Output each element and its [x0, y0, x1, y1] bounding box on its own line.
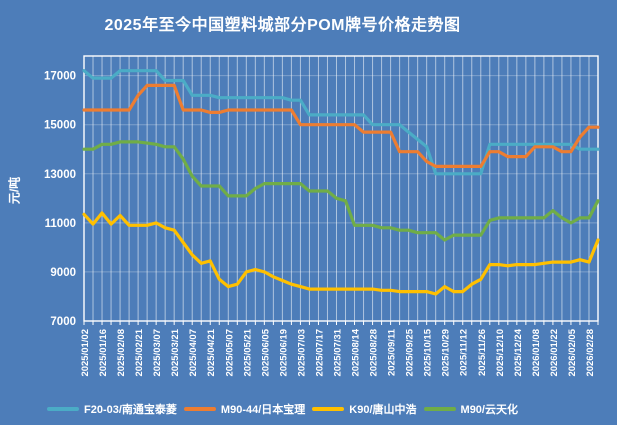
x-tick-label: 2025/08/14: [351, 328, 362, 376]
x-tick-label: 2025/07/31: [332, 328, 343, 376]
x-tick-label: 2025/09/25: [405, 328, 416, 376]
legend-swatch-teal-line: [47, 407, 79, 411]
x-tick-label: 2025/01/16: [98, 329, 109, 377]
legend-item-k90: K90/唐山中浩: [312, 401, 417, 417]
x-tick-label: 2025/03/21: [170, 328, 181, 376]
legend-label: F20-03/南通宝泰菱: [84, 404, 177, 416]
legend-item-m90: M90/云天化: [423, 401, 518, 417]
x-tick-label: 2025/11/12: [459, 329, 470, 376]
series-line-2: [82, 211, 600, 296]
x-tick-label: 2025/07/17: [314, 329, 325, 377]
x-tick-label: 2026/01/22: [549, 329, 560, 377]
x-tick-label: 2026/02/28: [585, 329, 596, 377]
x-tick-label: 2025/02/08: [116, 329, 127, 377]
legend-item-f20-03: F20-03/南通宝泰菱: [47, 401, 177, 417]
chart-title: 2025年至今中国塑料城部分POM牌号价格走势图: [104, 17, 461, 34]
y-tick-label: 11000: [45, 218, 76, 230]
legend-swatch-orange-line: [183, 407, 216, 411]
x-tick-label: 2025/11/26: [477, 329, 488, 376]
x-tick-label: 2025/05/21: [242, 328, 253, 376]
x-tick-label: 2025/04/21: [206, 328, 217, 376]
x-tick-label: 2025/10/29: [441, 329, 452, 377]
x-tick-label: 2025/12/24: [513, 328, 524, 376]
x-tick-label: 2025/01/02: [80, 329, 91, 377]
x-tick-label: 2025/10/15: [423, 328, 434, 376]
x-tick-label: 2025/12/10: [495, 329, 506, 377]
legend: F20-03/南通宝泰菱 M90-44/日本宝理 K90/唐山中浩 M90/云天…: [0, 401, 565, 417]
legend-item-m90-44: M90-44/日本宝理: [183, 401, 306, 417]
x-tick-label: 2025/09/11: [387, 328, 398, 376]
y-tick-label: 15000: [44, 120, 76, 132]
y-tick-label: 7000: [50, 316, 76, 328]
series-line-3: [82, 140, 600, 242]
legend-swatch-gold-line: [312, 407, 345, 411]
legend-label: M90/云天化: [460, 404, 518, 416]
y-axis-title: 元/吨: [7, 176, 22, 205]
legend-label: K90/唐山中浩: [349, 404, 417, 416]
x-tick-label: 2026/01/08: [531, 329, 542, 377]
x-tick-label: 2026/02/05: [567, 328, 578, 376]
series-line-0: [82, 69, 600, 176]
x-tick-label: 2025/03/07: [152, 329, 163, 377]
x-tick-label: 2025/02/21: [134, 328, 145, 376]
x-tick-label: 2025/04/07: [188, 329, 199, 377]
y-tick-label: 13000: [44, 169, 76, 181]
legend-swatch-green-line: [423, 407, 456, 411]
x-tick-label: 2025/05/07: [224, 329, 235, 377]
x-tick-label: 2025/08/28: [369, 329, 380, 377]
x-tick-label: 2025/06/05: [260, 328, 271, 376]
legend-label: M90-44/日本宝理: [220, 404, 306, 416]
series-line-1: [82, 83, 600, 168]
x-tick-label: 2025/07/03: [296, 329, 307, 377]
y-tick-label: 17000: [44, 71, 76, 83]
plot-border: [83, 55, 599, 322]
x-tick-label: 2025/06/19: [278, 329, 289, 377]
y-tick-label: 9000: [50, 267, 76, 279]
